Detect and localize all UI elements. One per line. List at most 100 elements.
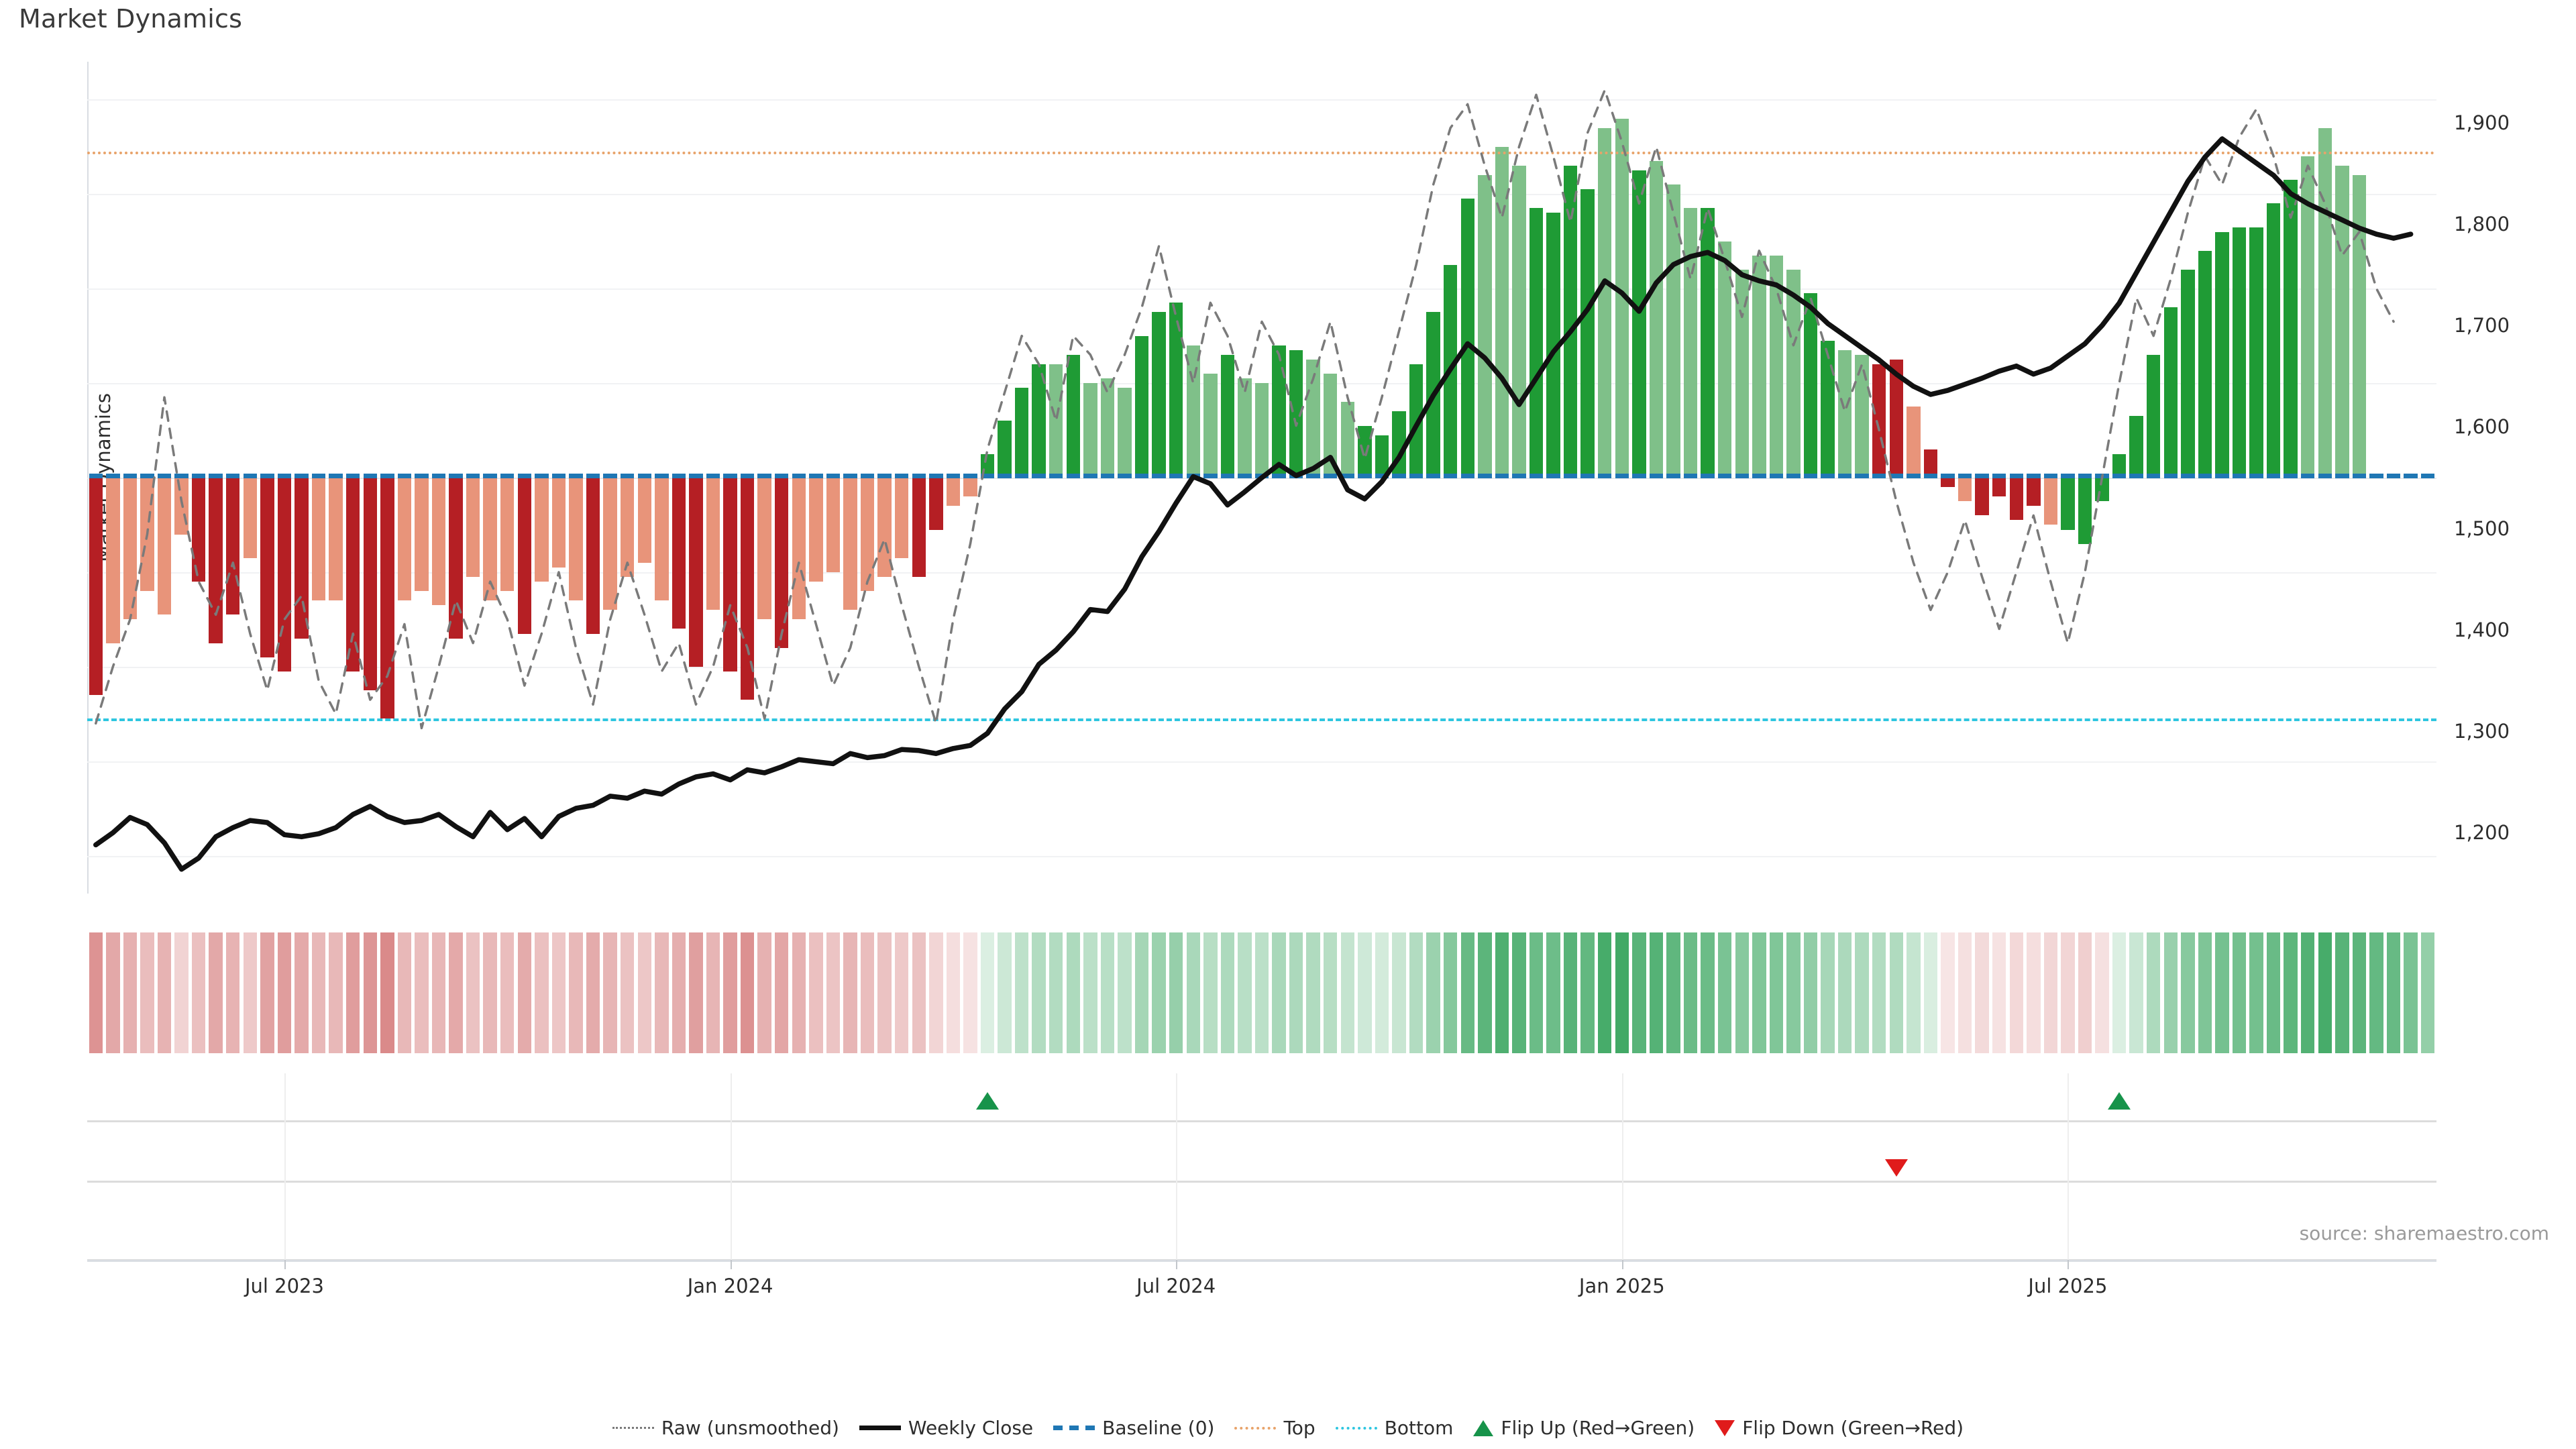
- chart-legend: Raw (unsmoothed) Weekly Close Baseline (0)…: [0, 1417, 2576, 1439]
- bar: [672, 478, 686, 629]
- baseline-marker: [1837, 474, 1852, 478]
- baseline-marker: [517, 474, 532, 478]
- heatmap-cell: [1683, 932, 1698, 1053]
- bar: [689, 478, 703, 667]
- baseline-marker: [1615, 474, 1629, 478]
- flip-panel-vline: [2068, 1073, 2070, 1261]
- baseline-marker: [123, 474, 138, 478]
- legend-item[interactable]: Weekly Close: [859, 1417, 1033, 1439]
- legend-item[interactable]: Bottom: [1335, 1417, 1453, 1439]
- bar: [2215, 231, 2229, 478]
- baseline-marker: [877, 474, 892, 478]
- bar: [1203, 374, 1218, 478]
- heatmap-cell: [672, 932, 686, 1053]
- baseline-marker: [1118, 474, 1132, 478]
- bar: [397, 478, 412, 601]
- baseline-marker: [1152, 474, 1166, 478]
- heatmap-cell: [826, 932, 841, 1053]
- bar: [294, 478, 309, 639]
- x-axis-tick-mark: [730, 1260, 732, 1269]
- heatmap-cell: [2404, 932, 2418, 1053]
- bar: [1632, 170, 1646, 478]
- heatmap-cell: [1238, 932, 1252, 1053]
- bar: [2249, 227, 2263, 478]
- baseline-marker: [140, 474, 154, 478]
- heatmap-cell: [877, 932, 892, 1053]
- baseline-marker: [1717, 474, 1732, 478]
- bar: [2147, 354, 2161, 478]
- heatmap-cell: [946, 932, 961, 1053]
- heatmap-cell: [1701, 932, 1715, 1053]
- baseline-marker: [1186, 474, 1200, 478]
- heatmap-cell: [603, 932, 617, 1053]
- bar: [1803, 293, 1818, 478]
- baseline-marker: [2232, 474, 2247, 478]
- flip-panel-vline: [284, 1073, 286, 1261]
- bar: [2095, 478, 2109, 502]
- baseline-marker: [329, 474, 343, 478]
- baseline-marker: [2163, 474, 2178, 478]
- flip-up-marker[interactable]: [2108, 1092, 2131, 1110]
- heatmap-cell: [912, 932, 926, 1053]
- bar: [1220, 354, 1235, 478]
- baseline-marker: [483, 474, 497, 478]
- x-axis-tick-mark: [2068, 1260, 2070, 1269]
- legend-item[interactable]: Baseline (0): [1053, 1417, 1214, 1439]
- heatmap-cell: [1563, 932, 1578, 1053]
- heatmap-cell: [929, 932, 943, 1053]
- heatmap-cell: [1941, 932, 1955, 1053]
- bar: [1837, 350, 1852, 478]
- bar: [1306, 359, 1320, 478]
- bar: [1152, 312, 1166, 478]
- baseline-marker: [1426, 474, 1440, 478]
- bar: [1049, 364, 1063, 478]
- bar: [1032, 364, 1046, 478]
- bar: [1872, 364, 1886, 478]
- heatmap-cell: [1306, 932, 1320, 1053]
- baseline-marker: [1203, 474, 1218, 478]
- heatmap-cell: [1957, 932, 1972, 1053]
- y2-axis-tick-label: 1,500: [2454, 517, 2510, 540]
- bar: [1907, 407, 1921, 478]
- baseline-marker: [1169, 474, 1183, 478]
- heatmap-cell: [2369, 932, 2383, 1053]
- bar: [277, 478, 292, 672]
- baseline-marker: [2369, 474, 2383, 478]
- y2-axis-tick-label: 1,600: [2454, 415, 2510, 439]
- heatmap-cell: [1014, 932, 1029, 1053]
- gridline: [87, 761, 2436, 763]
- baseline-marker: [2284, 474, 2298, 478]
- bar: [723, 478, 737, 672]
- heatmap-cell: [2112, 932, 2127, 1053]
- bar: [998, 421, 1012, 478]
- heatmap-cell: [2043, 932, 2058, 1053]
- legend-item[interactable]: Top: [1234, 1417, 1316, 1439]
- x-axis-line: [87, 1260, 2436, 1262]
- baseline-marker: [380, 474, 394, 478]
- flip-up-marker[interactable]: [976, 1092, 999, 1110]
- bar: [740, 478, 755, 700]
- heatmap-cell: [1632, 932, 1646, 1053]
- heatmap-cell: [329, 932, 343, 1053]
- legend-item[interactable]: Flip Down (Green→Red): [1715, 1417, 1964, 1439]
- baseline-marker: [603, 474, 617, 478]
- heatmap-cell: [1460, 932, 1474, 1053]
- legend-item[interactable]: Raw (unsmoothed): [612, 1417, 839, 1439]
- heatmap-cell: [2266, 932, 2281, 1053]
- heatmap-cell: [157, 932, 172, 1053]
- bar: [89, 478, 103, 696]
- baseline-marker: [1992, 474, 2006, 478]
- bar: [792, 478, 806, 620]
- x-axis: Jul 2023 Jan 2024 Jul 2024 Jan 2025 Jul 2025: [87, 1260, 2436, 1307]
- bar: [517, 478, 532, 634]
- y2-axis-tick-label: 1,900: [2454, 111, 2510, 134]
- heatmap-cell: [1495, 932, 1509, 1053]
- dotted-cyan-line-icon: [1335, 1426, 1377, 1430]
- bar: [106, 478, 120, 643]
- flip-down-marker[interactable]: [1884, 1159, 1908, 1177]
- heatmap-cell: [1118, 932, 1132, 1053]
- heatmap-cell: [620, 932, 635, 1053]
- dashed-blue-line-icon: [1053, 1426, 1095, 1430]
- legend-item[interactable]: Flip Up (Red→Green): [1473, 1417, 1695, 1439]
- bar: [1769, 255, 1784, 478]
